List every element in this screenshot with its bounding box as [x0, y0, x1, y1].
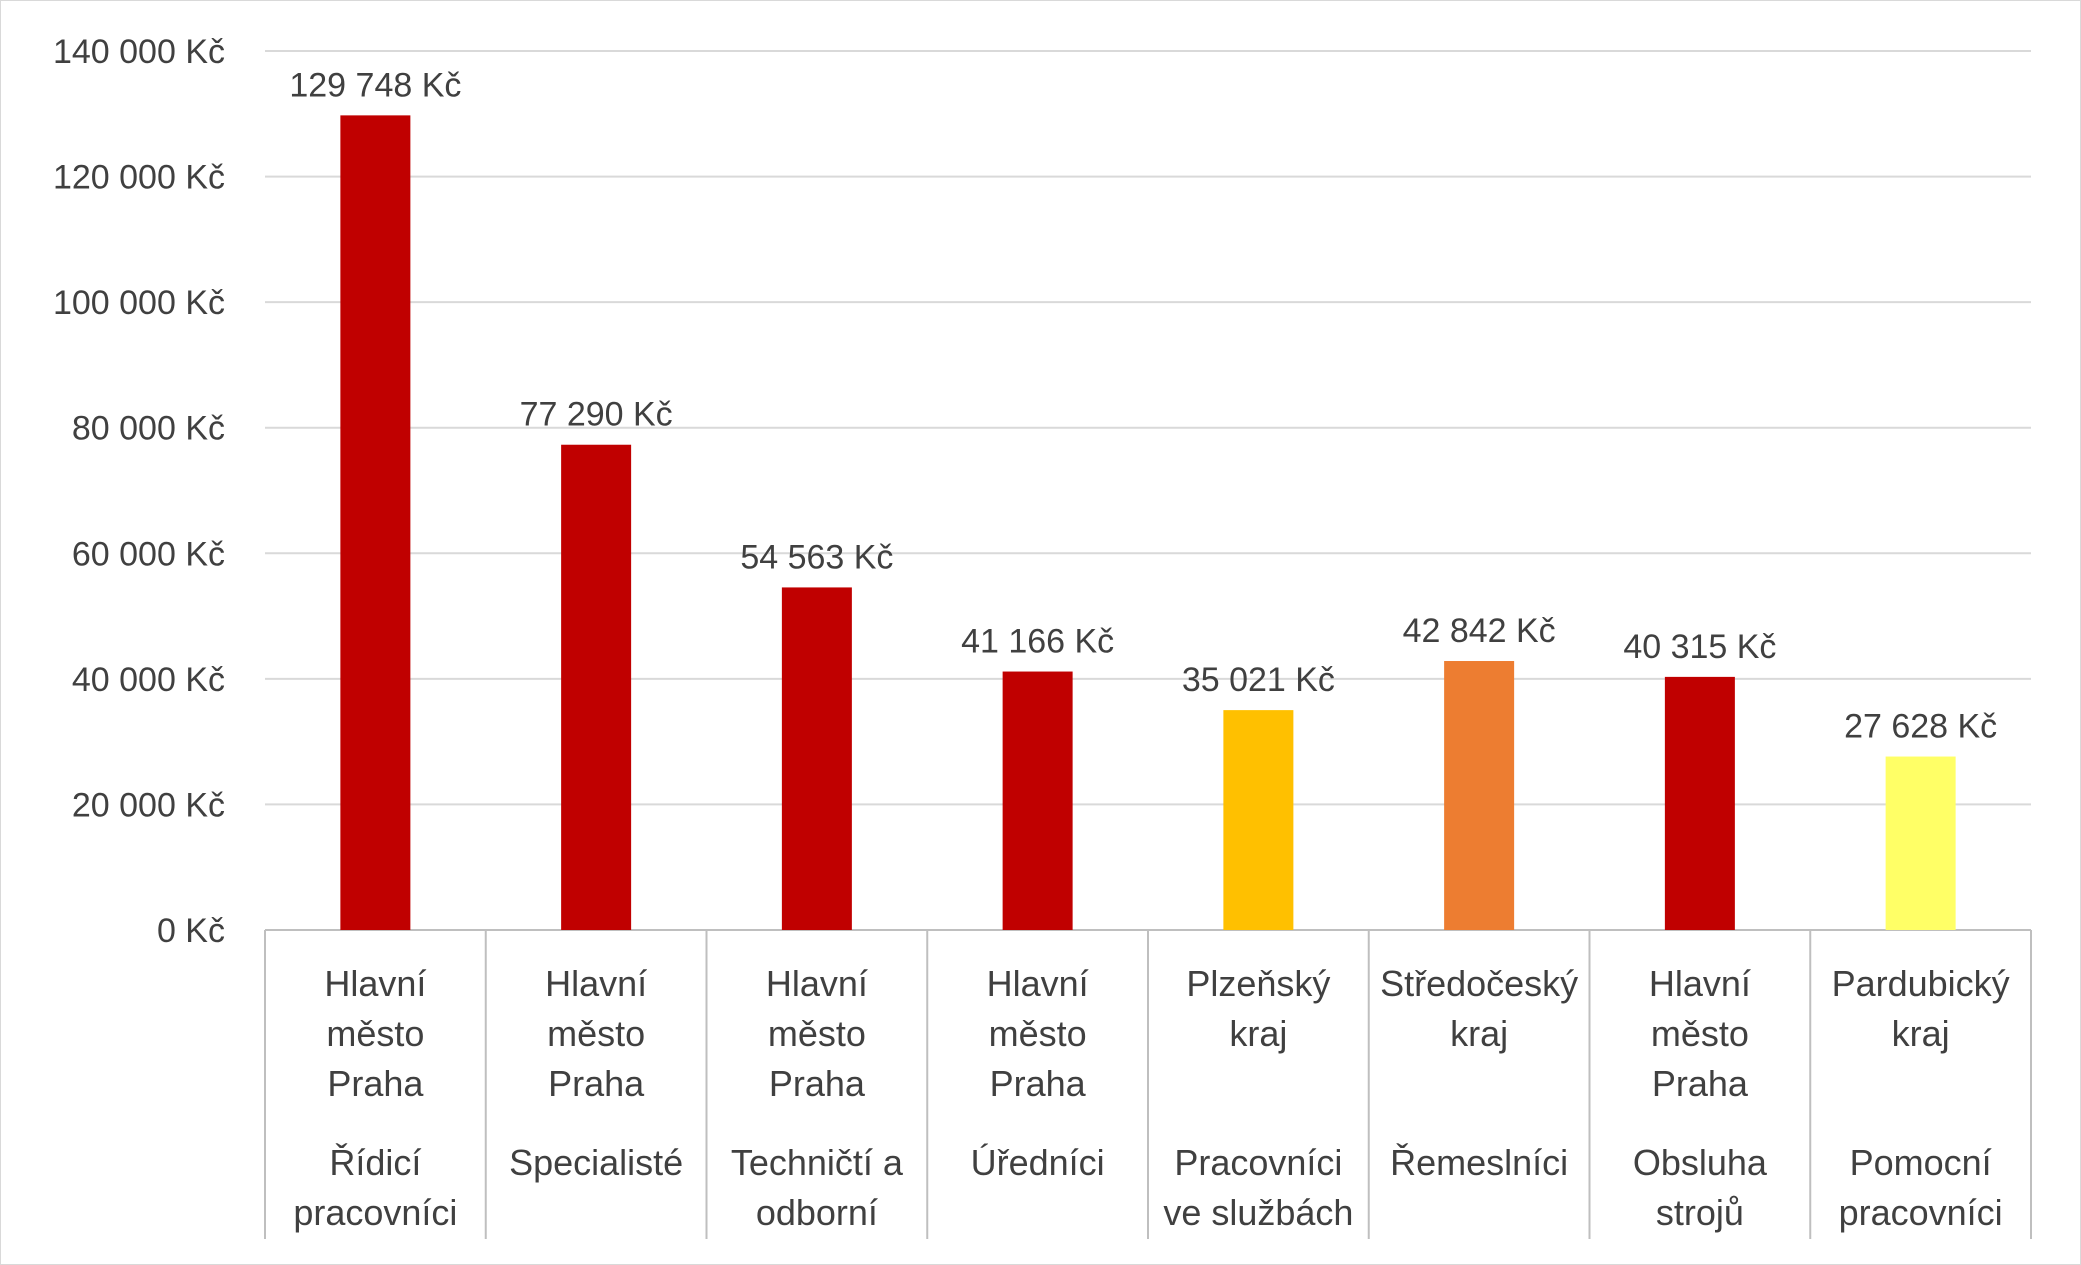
region-label: Plzeňský	[1186, 963, 1330, 1004]
bar	[781, 587, 852, 930]
region-label: kraj	[1892, 1013, 1950, 1054]
occupation-label: Obsluha	[1633, 1142, 1768, 1183]
bar	[1002, 671, 1073, 930]
y-tick-label: 100 000 Kč	[53, 284, 225, 322]
region-label: Pardubický	[1832, 963, 2010, 1004]
region-label: Hlavní	[766, 963, 868, 1004]
region-label: Hlavní	[324, 963, 426, 1004]
y-tick-label: 140 000 Kč	[53, 33, 225, 71]
occupation-label: Specialisté	[509, 1142, 683, 1183]
occupation-label: odborní	[756, 1192, 878, 1233]
occupation-label: Řídicí	[329, 1142, 421, 1183]
bar	[1444, 661, 1515, 930]
region-label: Praha	[990, 1063, 1087, 1104]
region-label: Hlavní	[1649, 963, 1751, 1004]
region-label: Středočeský	[1380, 963, 1578, 1004]
y-tick-label: 20 000 Kč	[72, 786, 225, 824]
y-tick-label: 40 000 Kč	[72, 661, 225, 699]
y-tick-label: 60 000 Kč	[72, 535, 225, 573]
occupation-label: ve službách	[1163, 1192, 1353, 1233]
bar	[1885, 756, 1956, 930]
data-label: 27 628 Kč	[1844, 708, 1997, 746]
region-label: Praha	[548, 1063, 645, 1104]
region-label: město	[547, 1013, 645, 1054]
data-label: 40 315 Kč	[1623, 628, 1776, 666]
y-tick-label: 120 000 Kč	[53, 159, 225, 197]
region-label: město	[768, 1013, 866, 1054]
y-tick-label: 80 000 Kč	[72, 410, 225, 448]
region-label: město	[989, 1013, 1087, 1054]
bar	[1664, 676, 1735, 930]
occupation-label: Úředníci	[971, 1142, 1105, 1183]
data-label: 41 166 Kč	[961, 623, 1114, 661]
region-label: Hlavní	[545, 963, 647, 1004]
region-label: Hlavní	[987, 963, 1089, 1004]
occupation-label: Řemeslníci	[1390, 1142, 1568, 1183]
occupation-label: pracovníci	[293, 1192, 457, 1233]
y-tick-label: 0 Kč	[157, 912, 225, 950]
region-label: Praha	[1652, 1063, 1749, 1104]
data-label: 54 563 Kč	[740, 538, 893, 576]
data-label: 35 021 Kč	[1182, 661, 1335, 699]
region-label: kraj	[1450, 1013, 1508, 1054]
bar	[1223, 710, 1294, 930]
region-label: kraj	[1229, 1013, 1287, 1054]
data-label: 77 290 Kč	[520, 396, 673, 434]
occupation-label: Techničtí a	[731, 1142, 904, 1183]
occupation-label: Pomocní	[1850, 1142, 1992, 1183]
occupation-label: Pracovníci	[1174, 1142, 1342, 1183]
bar	[340, 115, 411, 930]
region-label: Praha	[327, 1063, 424, 1104]
occupation-label: strojů	[1656, 1192, 1744, 1233]
region-label: Praha	[769, 1063, 866, 1104]
data-label: 129 748 Kč	[289, 66, 461, 104]
occupation-label: pracovníci	[1839, 1192, 2003, 1233]
region-label: město	[326, 1013, 424, 1054]
data-label: 42 842 Kč	[1403, 612, 1556, 650]
region-label: město	[1651, 1013, 1749, 1054]
bar	[561, 444, 632, 930]
